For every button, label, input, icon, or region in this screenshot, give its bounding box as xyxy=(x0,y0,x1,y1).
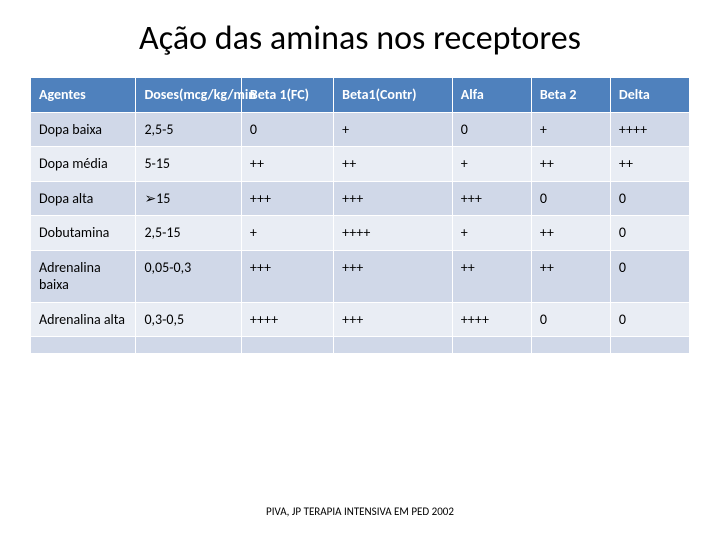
table-row: Adrenalina alta 0,3-0,5 ++++ +++ ++++ 0 … xyxy=(31,302,690,337)
cell: 0,3-0,5 xyxy=(136,302,241,337)
cell: ++ xyxy=(531,216,610,251)
cell xyxy=(31,337,136,354)
cell: ++ xyxy=(334,147,453,182)
cell xyxy=(610,337,689,354)
cell: 0,05-0,3 xyxy=(136,250,241,302)
cell: Dopa média xyxy=(31,147,136,182)
cell: + xyxy=(452,216,531,251)
cell: Dobutamina xyxy=(31,216,136,251)
cell: ➢15 xyxy=(136,181,241,216)
table-row: Dopa alta ➢15 +++ +++ +++ 0 0 xyxy=(31,181,690,216)
cell: + xyxy=(241,216,333,251)
cell: 5-15 xyxy=(136,147,241,182)
cell: + xyxy=(531,112,610,147)
cell: ++ xyxy=(610,147,689,182)
cell: 0 xyxy=(610,181,689,216)
cell: ++ xyxy=(452,250,531,302)
cell: 0 xyxy=(531,302,610,337)
cell xyxy=(334,337,453,354)
cell: +++ xyxy=(334,250,453,302)
cell: Adrenalina baixa xyxy=(31,250,136,302)
table-row: Adrenalina baixa 0,05-0,3 +++ +++ ++ ++ … xyxy=(31,250,690,302)
col-header: Beta1(Contr) xyxy=(334,78,453,113)
receptor-table: Agentes Doses(mcg/kg/min Beta 1(FC) Beta… xyxy=(30,77,690,354)
cell: 0 xyxy=(610,250,689,302)
cell: +++ xyxy=(241,250,333,302)
col-header: Agentes xyxy=(31,78,136,113)
cell: +++ xyxy=(334,302,453,337)
col-header: Delta xyxy=(610,78,689,113)
cell: + xyxy=(452,147,531,182)
cell: 0 xyxy=(610,216,689,251)
cell xyxy=(452,337,531,354)
footer-caption: PIVA, JP TERAPIA INTENSIVA EM PED 2002 xyxy=(0,505,720,518)
cell: +++ xyxy=(452,181,531,216)
cell: +++ xyxy=(334,181,453,216)
cell: +++ xyxy=(241,181,333,216)
col-header: Doses(mcg/kg/min xyxy=(136,78,241,113)
table-row xyxy=(31,337,690,354)
cell: 0 xyxy=(531,181,610,216)
cell: 0 xyxy=(610,302,689,337)
table-row: Dopa média 5-15 ++ ++ + ++ ++ xyxy=(31,147,690,182)
table-row: Dobutamina 2,5-15 + ++++ + ++ 0 xyxy=(31,216,690,251)
cell: Dopa alta xyxy=(31,181,136,216)
slide-container: Ação das aminas nos receptores Agentes D… xyxy=(0,0,720,540)
col-header: Beta 1(FC) xyxy=(241,78,333,113)
cell: ++ xyxy=(531,147,610,182)
cell: 0 xyxy=(241,112,333,147)
cell: ++ xyxy=(531,250,610,302)
cell xyxy=(136,337,241,354)
col-header: Alfa xyxy=(452,78,531,113)
table-row: Dopa baixa 2,5-5 0 + 0 + ++++ xyxy=(31,112,690,147)
cell: ++++ xyxy=(610,112,689,147)
cell: ++++ xyxy=(452,302,531,337)
cell: ++++ xyxy=(334,216,453,251)
cell: ++++ xyxy=(241,302,333,337)
cell: 2,5-5 xyxy=(136,112,241,147)
cell: ++ xyxy=(241,147,333,182)
cell: 2,5-15 xyxy=(136,216,241,251)
table-header-row: Agentes Doses(mcg/kg/min Beta 1(FC) Beta… xyxy=(31,78,690,113)
cell: 0 xyxy=(452,112,531,147)
cell: Dopa baixa xyxy=(31,112,136,147)
cell xyxy=(531,337,610,354)
cell: + xyxy=(334,112,453,147)
slide-title: Ação das aminas nos receptores xyxy=(30,18,690,59)
cell xyxy=(241,337,333,354)
cell: Adrenalina alta xyxy=(31,302,136,337)
col-header: Beta 2 xyxy=(531,78,610,113)
